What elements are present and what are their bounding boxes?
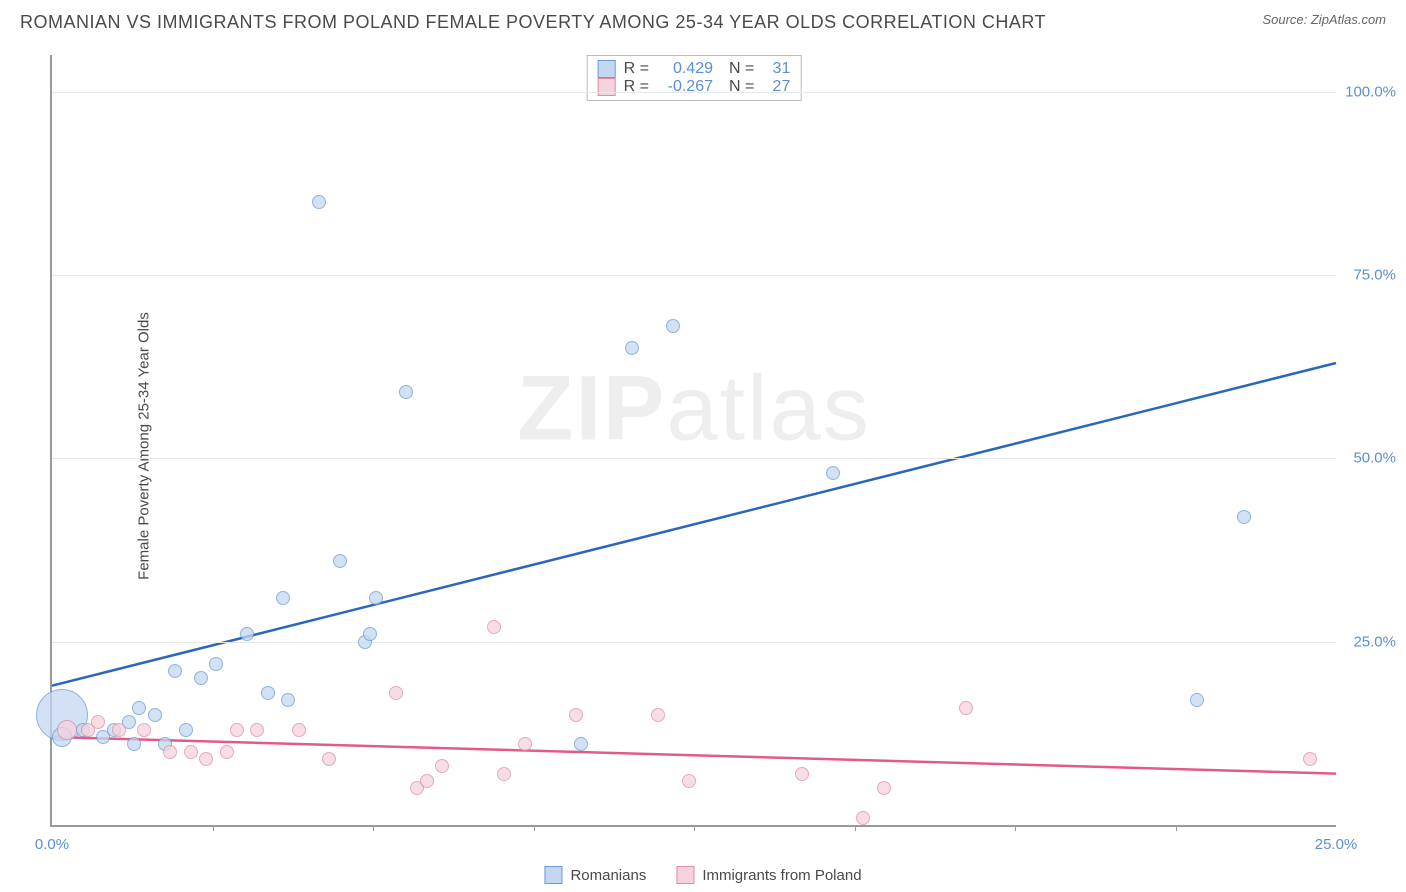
x-tick-minor: [534, 825, 535, 831]
n-value: 31: [762, 60, 790, 78]
legend-swatch: [676, 866, 694, 884]
data-point: [281, 693, 295, 707]
legend-label: Immigrants from Poland: [702, 867, 861, 884]
data-point: [168, 664, 182, 678]
x-tick-minor: [1015, 825, 1016, 831]
n-value: 27: [762, 78, 790, 96]
data-point: [179, 723, 193, 737]
page-title: ROMANIAN VS IMMIGRANTS FROM POLAND FEMAL…: [20, 12, 1046, 33]
data-point: [369, 591, 383, 605]
gridline-horizontal: [52, 92, 1336, 93]
data-point: [261, 686, 275, 700]
series-legend: Romanians Immigrants from Poland: [544, 866, 861, 884]
data-point: [795, 767, 809, 781]
n-label: N =: [729, 60, 754, 78]
data-point: [292, 723, 306, 737]
r-value: 0.429: [657, 60, 713, 78]
data-point: [312, 195, 326, 209]
trend-lines: [52, 55, 1336, 825]
y-tick-label: 100.0%: [1341, 83, 1396, 100]
data-point: [132, 701, 146, 715]
data-point: [194, 671, 208, 685]
data-point: [959, 701, 973, 715]
data-point: [435, 759, 449, 773]
r-value: -0.267: [657, 78, 713, 96]
data-point: [220, 745, 234, 759]
legend-item: Romanians: [544, 866, 646, 884]
data-point: [1190, 693, 1204, 707]
data-point: [230, 723, 244, 737]
correlation-scatter-chart: ZIPatlas R = 0.429 N = 31 R = -0.267 N =…: [50, 55, 1336, 827]
data-point: [127, 737, 141, 751]
data-point: [148, 708, 162, 722]
x-tick-minor: [855, 825, 856, 831]
data-point: [333, 554, 347, 568]
data-point: [1237, 510, 1251, 524]
data-point: [91, 715, 105, 729]
data-point: [240, 627, 254, 641]
data-point: [856, 811, 870, 825]
y-tick-label: 75.0%: [1341, 267, 1396, 284]
data-point: [877, 781, 891, 795]
data-point: [666, 319, 680, 333]
gridline-horizontal: [52, 458, 1336, 459]
legend-stat-row: R = 0.429 N = 31: [598, 60, 791, 78]
data-point: [682, 774, 696, 788]
gridline-horizontal: [52, 642, 1336, 643]
legend-swatch: [598, 60, 616, 78]
data-point: [209, 657, 223, 671]
legend-label: Romanians: [570, 867, 646, 884]
y-tick-label: 50.0%: [1341, 450, 1396, 467]
data-point: [625, 341, 639, 355]
data-point: [826, 466, 840, 480]
y-tick-label: 25.0%: [1341, 633, 1396, 650]
data-point: [518, 737, 532, 751]
data-point: [322, 752, 336, 766]
x-tick-minor: [1176, 825, 1177, 831]
legend-swatch: [544, 866, 562, 884]
correlation-stats-legend: R = 0.429 N = 31 R = -0.267 N = 27: [587, 55, 802, 101]
data-point: [487, 620, 501, 634]
data-point: [137, 723, 151, 737]
data-point: [276, 591, 290, 605]
legend-item: Immigrants from Poland: [676, 866, 861, 884]
data-point: [497, 767, 511, 781]
data-point: [574, 737, 588, 751]
legend-stat-row: R = -0.267 N = 27: [598, 78, 791, 96]
data-point: [363, 627, 377, 641]
r-label: R =: [624, 60, 649, 78]
r-label: R =: [624, 78, 649, 96]
x-tick-label: 0.0%: [35, 836, 69, 853]
data-point: [184, 745, 198, 759]
x-tick-minor: [694, 825, 695, 831]
data-point: [250, 723, 264, 737]
gridline-horizontal: [52, 275, 1336, 276]
data-point: [651, 708, 665, 722]
data-point: [420, 774, 434, 788]
data-point: [399, 385, 413, 399]
x-tick-label: 25.0%: [1315, 836, 1358, 853]
data-point: [569, 708, 583, 722]
source-attribution: Source: ZipAtlas.com: [1262, 12, 1386, 27]
data-point: [112, 723, 126, 737]
data-point: [163, 745, 177, 759]
data-point: [389, 686, 403, 700]
data-point: [199, 752, 213, 766]
data-point: [1303, 752, 1317, 766]
x-tick-minor: [373, 825, 374, 831]
watermark: ZIPatlas: [517, 357, 870, 462]
legend-swatch: [598, 78, 616, 96]
data-point: [57, 720, 77, 740]
n-label: N =: [729, 78, 754, 96]
x-tick-minor: [213, 825, 214, 831]
